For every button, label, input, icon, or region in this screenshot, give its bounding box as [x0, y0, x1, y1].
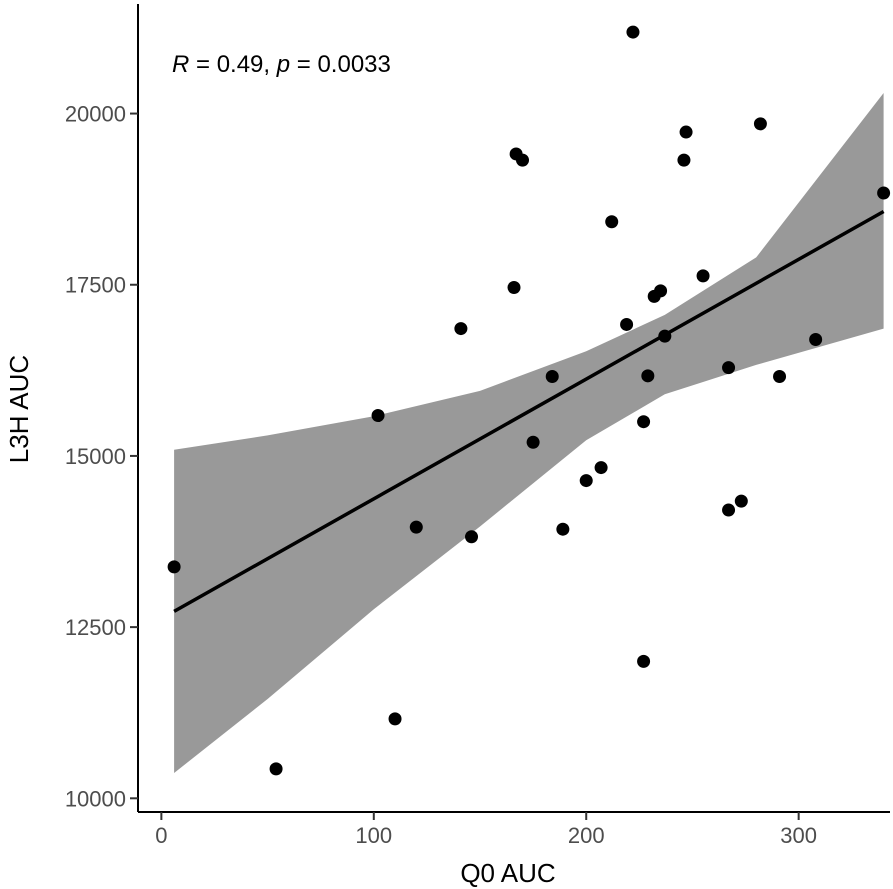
data-point	[722, 361, 736, 375]
data-point	[637, 654, 651, 668]
data-point	[641, 369, 655, 383]
data-point	[409, 520, 423, 534]
data-point	[269, 762, 283, 776]
data-point	[465, 530, 479, 544]
data-point	[545, 370, 559, 384]
data-point	[594, 461, 608, 475]
y-tick-label: 17500	[65, 273, 126, 298]
x-axis-ticks: 0 100 200 300	[155, 812, 817, 848]
r-symbol: R	[172, 51, 189, 78]
x-axis-title: Q0 AUC	[460, 858, 555, 888]
data-point	[454, 322, 468, 336]
data-point	[605, 215, 619, 229]
correlation-annotation: R = 0.49, p = 0.0033	[172, 51, 391, 78]
p-symbol: p	[276, 51, 290, 78]
data-point	[734, 494, 748, 508]
data-point	[620, 317, 634, 331]
data-point	[877, 186, 891, 200]
data-point	[679, 125, 693, 139]
data-point	[526, 435, 540, 449]
x-tick-label: 200	[568, 823, 605, 848]
data-point	[696, 269, 710, 283]
regression-line	[173, 209, 885, 613]
data-points	[167, 25, 891, 776]
data-point	[626, 25, 640, 39]
data-point	[637, 415, 651, 429]
data-point	[556, 522, 570, 536]
data-point	[654, 284, 668, 298]
data-point	[753, 117, 767, 131]
data-point	[515, 153, 529, 167]
data-point	[809, 333, 823, 347]
r-value: = 0.49,	[189, 51, 276, 78]
x-tick-label: 300	[780, 823, 817, 848]
data-point	[579, 474, 593, 488]
confidence-band	[174, 93, 884, 773]
data-point	[507, 280, 521, 294]
data-point	[388, 712, 402, 726]
y-tick-label: 10000	[65, 786, 126, 811]
data-point	[677, 153, 691, 167]
data-point	[167, 560, 181, 574]
data-point	[722, 503, 736, 517]
data-point	[658, 329, 672, 343]
x-tick-label: 0	[155, 823, 167, 848]
data-point	[773, 370, 787, 384]
x-tick-label: 100	[355, 823, 392, 848]
y-axis-ticks: 10000 12500 15000 17500 20000	[65, 102, 138, 811]
y-axis-title: L3H AUC	[4, 355, 34, 463]
p-value: = 0.0033	[290, 51, 391, 78]
y-tick-label: 15000	[65, 444, 126, 469]
data-point	[371, 409, 385, 423]
y-tick-label: 12500	[65, 615, 126, 640]
y-tick-label: 20000	[65, 102, 126, 127]
